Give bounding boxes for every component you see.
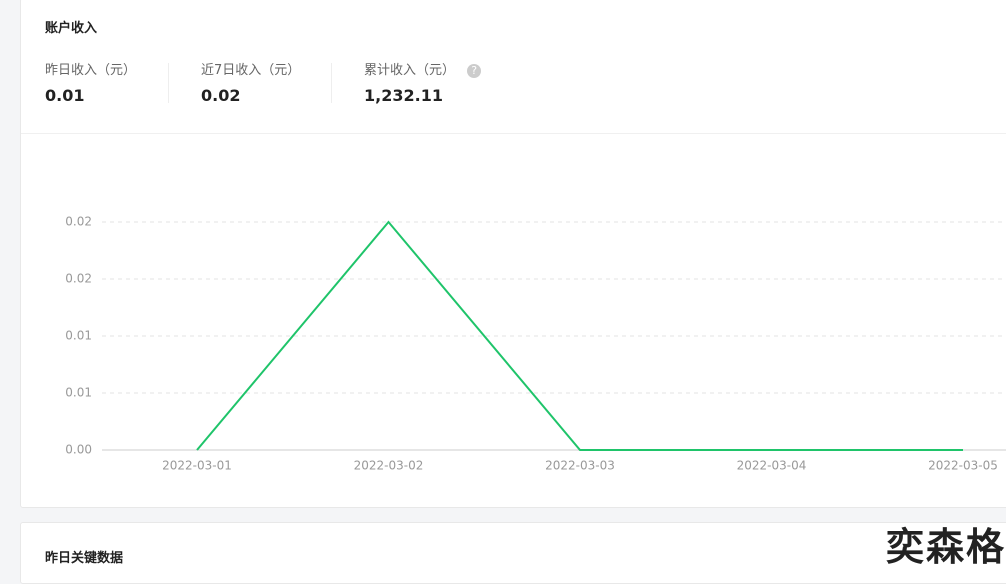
y-tick-label: 0.01 xyxy=(65,386,92,400)
x-tick-label: 2022-03-02 xyxy=(354,459,424,473)
x-tick-label: 2022-03-05 xyxy=(928,459,998,473)
card-title: 账户收入 xyxy=(45,21,98,36)
stat-value: 0.01 xyxy=(45,86,85,105)
stat-label: 昨日收入（元） xyxy=(45,63,137,78)
watermark: 奕森格 xyxy=(885,524,1006,569)
key-data-card: 昨日关键数据 xyxy=(20,522,1006,584)
divider xyxy=(168,63,169,103)
stat: 累计收入（元） ? 1,232.11 xyxy=(364,59,482,105)
stat: 近7日收入（元） 0.02 xyxy=(201,59,300,105)
divider xyxy=(21,133,1006,134)
help-icon[interactable]: ? xyxy=(467,64,482,78)
divider xyxy=(331,63,332,103)
stat-label: 累计收入（元） ? xyxy=(364,59,482,78)
stat-value: 1,232.11 xyxy=(364,86,443,105)
x-tick-label: 2022-03-04 xyxy=(737,459,807,473)
stat-label-text: 累计收入（元） xyxy=(364,63,456,78)
x-tick-label: 2022-03-03 xyxy=(545,459,615,473)
y-tick-label: 0.00 xyxy=(65,443,92,457)
x-tick-label: 2022-03-01 xyxy=(162,459,232,473)
card-title: 昨日关键数据 xyxy=(45,551,124,566)
income-card: 账户收入 昨日收入（元） 0.01 近7日收入（元） 0.02 累计收入（元） ? 1… xyxy=(20,0,1006,508)
stat: 昨日收入（元） 0.01 xyxy=(45,59,136,105)
chart: 0.00 0.01 0.01 0.02 0.02 2022-03-01 2022-03-02… xyxy=(65,215,1006,473)
page: 账户收入 昨日收入（元） 0.01 近7日收入（元） 0.02 累计收入（元） ? 1… xyxy=(20,0,1006,584)
y-tick-label: 0.02 xyxy=(65,215,92,229)
stat-value: 0.02 xyxy=(201,86,241,105)
y-tick-label: 0.02 xyxy=(65,272,92,286)
stat-label: 近7日收入（元） xyxy=(201,63,301,78)
y-tick-label: 0.01 xyxy=(65,329,92,343)
line xyxy=(196,220,963,451)
